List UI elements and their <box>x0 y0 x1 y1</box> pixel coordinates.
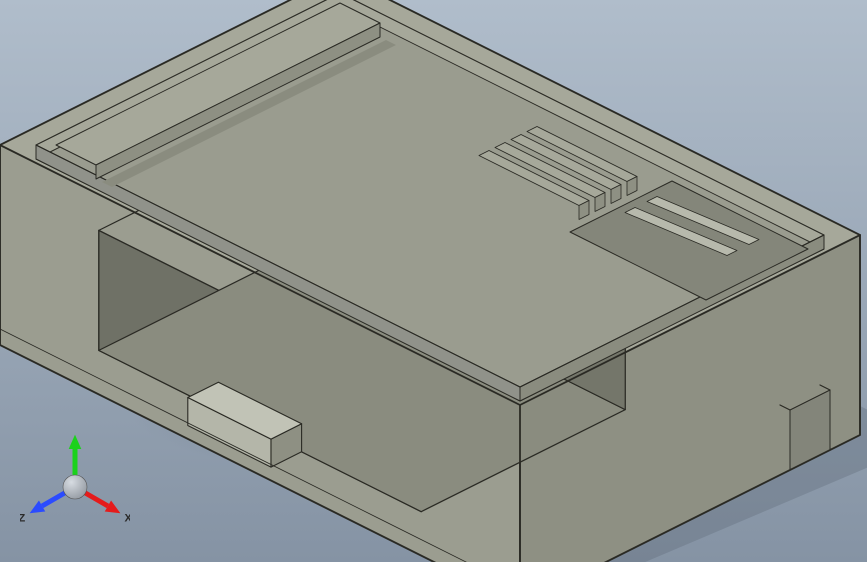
axis-x-label: X <box>125 513 130 525</box>
orientation-triad[interactable]: X Y Z <box>20 432 130 542</box>
axis-y-arrow <box>69 435 82 449</box>
axis-y-label: Y <box>71 432 79 433</box>
axis-z-label: Z <box>20 513 25 525</box>
model-canvas[interactable] <box>0 0 867 562</box>
cad-viewport[interactable]: X Y Z <box>0 0 867 562</box>
triad-origin <box>63 475 87 499</box>
